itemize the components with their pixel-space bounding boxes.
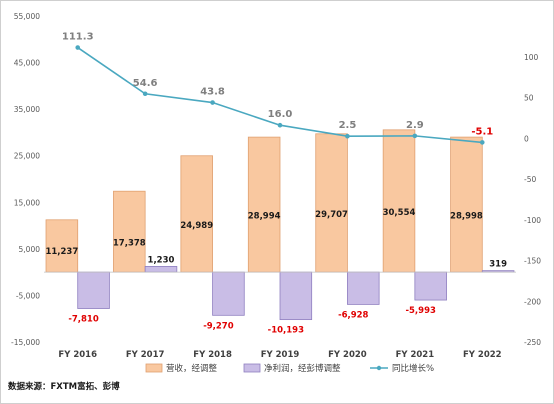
y-left-tick-label: 5,000 bbox=[19, 245, 41, 254]
y-left-tick-label: 45,000 bbox=[14, 59, 40, 68]
revenue-value-label: 28,998 bbox=[450, 212, 483, 222]
yoy-growth-value-label: 54.6 bbox=[133, 78, 158, 89]
net-profit-value-label: -10,193 bbox=[268, 326, 304, 336]
yoy-growth-value-label: 16.0 bbox=[268, 109, 293, 120]
y-right-tick-label: 50 bbox=[524, 94, 534, 103]
yoy-growth-value-label: 43.8 bbox=[200, 87, 225, 98]
yoy-growth-point bbox=[479, 140, 485, 145]
net-profit-bar bbox=[414, 271, 447, 301]
legend-revenue-label: 营收，经调整 bbox=[166, 363, 218, 374]
x-category-label: FY 2021 bbox=[396, 350, 435, 360]
net-profit-bar bbox=[212, 271, 245, 316]
revenue-value-label: 30,554 bbox=[383, 208, 416, 218]
y-left-tick-label: -15,000 bbox=[11, 338, 40, 347]
revenue-value-label: 28,994 bbox=[248, 212, 281, 222]
y-right-tick-label: -50 bbox=[524, 175, 536, 184]
yoy-growth-value-label: 2.5 bbox=[339, 120, 357, 131]
y-right-tick-label: -200 bbox=[524, 297, 541, 306]
x-category-label: FY 2019 bbox=[261, 350, 300, 360]
x-category-label: FY 2022 bbox=[463, 350, 502, 360]
net-profit-value-label: -5,993 bbox=[405, 306, 435, 316]
y-right-tick-label: 100 bbox=[524, 53, 539, 62]
net-profit-value-label: -6,928 bbox=[338, 310, 368, 320]
y-right-tick-label: -250 bbox=[524, 338, 541, 347]
legend-yoy-marker bbox=[376, 365, 382, 371]
legend-net-profit-label: 净利润，经彭博调整 bbox=[264, 363, 341, 374]
x-category-label: FY 2020 bbox=[328, 350, 367, 360]
y-right-tick-label: -150 bbox=[524, 257, 541, 266]
revenue-value-label: 11,237 bbox=[45, 247, 78, 257]
y-left-tick-label: 25,000 bbox=[14, 152, 40, 161]
y-left-tick-label: 55,000 bbox=[14, 12, 40, 21]
legend-yoy-label: 同比增长% bbox=[392, 363, 434, 374]
revenue-bar bbox=[180, 155, 213, 273]
net-profit-value-label: 1,230 bbox=[148, 255, 175, 265]
revenue-value-label: 17,378 bbox=[113, 239, 146, 249]
y-left-tick-label: 35,000 bbox=[14, 105, 40, 114]
source-note: 数据来源：FXTM富拓、彭博 bbox=[8, 381, 120, 392]
net-profit-value-label: 319 bbox=[489, 260, 507, 270]
legend-revenue-swatch bbox=[145, 363, 163, 373]
x-category-label: FY 2018 bbox=[193, 350, 232, 360]
x-category-label: FY 2017 bbox=[126, 350, 165, 360]
revenue-bar bbox=[247, 136, 281, 273]
net-profit-bar bbox=[347, 271, 380, 305]
revenue-bar bbox=[113, 190, 146, 273]
y-right-tick-label: -100 bbox=[524, 216, 541, 225]
net-profit-value-label: -7,810 bbox=[68, 315, 98, 325]
revenue-bar bbox=[382, 129, 416, 273]
net-profit-bar bbox=[279, 271, 313, 321]
y-left-tick-label: 15,000 bbox=[14, 198, 40, 207]
x-category-label: FY 2016 bbox=[58, 350, 97, 360]
y-left-tick-label: -5,000 bbox=[16, 291, 40, 300]
yoy-growth-value-label: 111.3 bbox=[62, 32, 94, 43]
yoy-growth-point bbox=[277, 122, 283, 128]
yoy-growth-point bbox=[142, 91, 148, 97]
yoy-growth-point bbox=[75, 45, 81, 50]
revenue-value-label: 29,707 bbox=[315, 210, 348, 220]
net-profit-bar bbox=[144, 266, 178, 273]
revenue-bar bbox=[315, 133, 348, 273]
legend-net-profit-swatch bbox=[243, 363, 261, 373]
revenue-value-label: 24,989 bbox=[180, 221, 213, 231]
revenue-bar bbox=[45, 219, 79, 273]
net-profit-value-label: -9,270 bbox=[203, 321, 233, 331]
yoy-growth-value-label: 2.9 bbox=[406, 120, 424, 131]
yoy-growth-point bbox=[210, 100, 215, 105]
yoy-growth-point bbox=[345, 133, 350, 139]
yoy-growth-point bbox=[412, 133, 418, 139]
revenue-bar bbox=[450, 136, 483, 273]
yoy-growth-value-label: -5.1 bbox=[471, 126, 493, 137]
y-right-tick-label: 0 bbox=[524, 134, 529, 143]
net-profit-bar bbox=[77, 271, 110, 309]
